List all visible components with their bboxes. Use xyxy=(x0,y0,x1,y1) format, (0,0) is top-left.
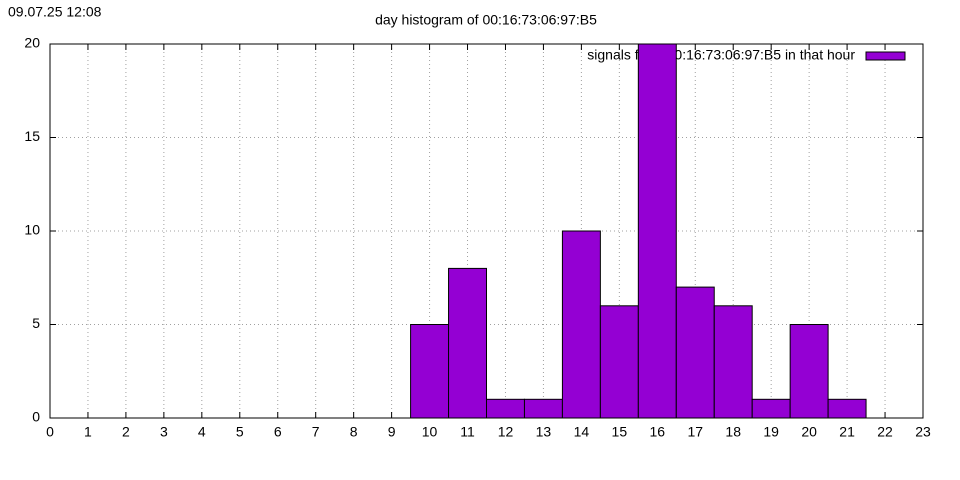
x-tick-label: 16 xyxy=(650,424,666,440)
x-tick-label: 0 xyxy=(46,424,54,440)
bar xyxy=(827,398,867,419)
x-tick-label: 18 xyxy=(725,424,741,440)
x-tick-label: 8 xyxy=(350,424,358,440)
bar xyxy=(713,305,753,419)
y-tick-label: 20 xyxy=(24,35,40,51)
x-tick-label: 22 xyxy=(877,424,893,440)
bar xyxy=(523,398,563,419)
x-tick-label: 11 xyxy=(460,424,475,440)
x-tick-label: 21 xyxy=(839,424,855,440)
timestamp: 09.07.25 12:08 xyxy=(8,4,102,20)
x-tick-label: 5 xyxy=(236,424,244,440)
bar xyxy=(448,267,488,419)
x-tick-label: 10 xyxy=(422,424,438,440)
legend-swatch xyxy=(865,51,906,61)
y-tick-label: 0 xyxy=(32,409,40,425)
chart-title: day histogram of 00:16:73:06:97:B5 xyxy=(375,12,597,28)
x-tick-label: 13 xyxy=(536,424,552,440)
x-tick-label: 20 xyxy=(801,424,817,440)
x-tick-label: 3 xyxy=(160,424,168,440)
x-tick-label: 12 xyxy=(498,424,514,440)
y-tick-label: 5 xyxy=(32,315,40,331)
bar xyxy=(637,43,677,419)
bar xyxy=(751,398,791,419)
x-tick-label: 7 xyxy=(312,424,320,440)
x-tick-label: 19 xyxy=(763,424,779,440)
x-tick-label: 9 xyxy=(388,424,396,440)
bar xyxy=(675,286,715,419)
x-tick-label: 14 xyxy=(574,424,590,440)
plot-border xyxy=(49,43,924,419)
x-tick-label: 15 xyxy=(612,424,628,440)
x-tick-label: 2 xyxy=(122,424,130,440)
y-tick-label: 10 xyxy=(24,222,40,238)
bar xyxy=(561,230,601,419)
legend-label: signals from 00:16:73:06:97:B5 in that h… xyxy=(587,47,855,63)
y-tick-label: 15 xyxy=(24,128,40,144)
x-tick-label: 17 xyxy=(687,424,703,440)
bar xyxy=(486,398,525,419)
x-tick-label: 1 xyxy=(84,424,92,440)
bar xyxy=(599,305,639,419)
x-tick-label: 23 xyxy=(915,424,931,440)
bar xyxy=(789,324,829,419)
x-tick-label: 4 xyxy=(198,424,206,440)
x-tick-label: 6 xyxy=(274,424,282,440)
bar xyxy=(410,324,450,419)
